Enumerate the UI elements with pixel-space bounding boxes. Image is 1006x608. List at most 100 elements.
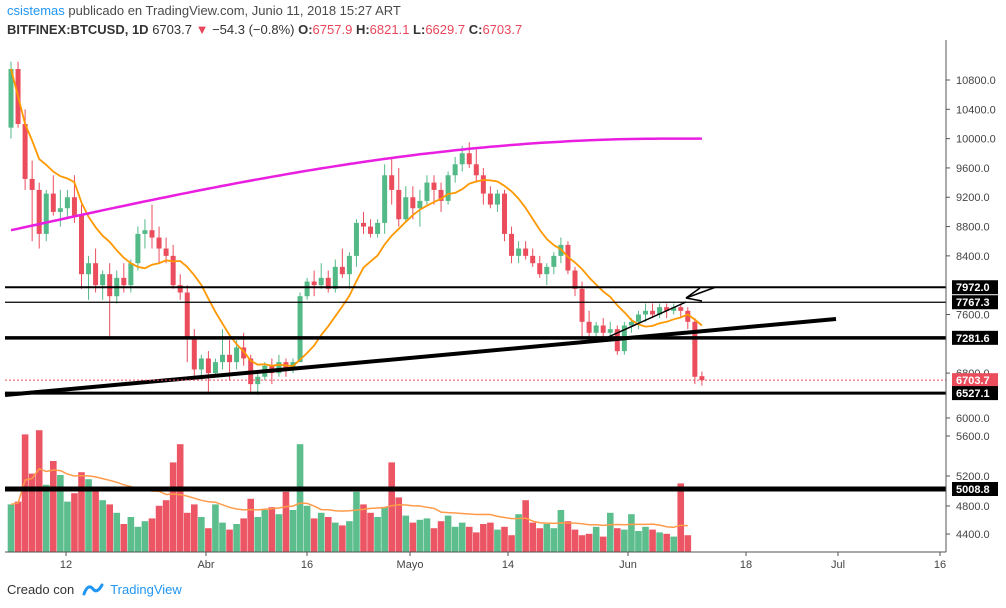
candle-body (572, 270, 578, 289)
candle-body (586, 321, 592, 333)
author-link[interactable]: csistemas (7, 3, 65, 18)
arrow-shaft (685, 286, 717, 299)
volume-bar (42, 484, 50, 552)
candle-body (22, 123, 28, 179)
candle (297, 292, 303, 363)
volume-bar (134, 526, 142, 552)
candle-body (361, 222, 366, 227)
candle (318, 263, 324, 289)
candle-body (163, 248, 169, 256)
close-value: 6703.7 (482, 22, 523, 37)
time-tick-label: 16 (301, 559, 313, 571)
volume-bar (303, 505, 311, 552)
candle (135, 226, 141, 271)
candle-body (650, 310, 656, 315)
candle-body (368, 226, 374, 234)
candle (537, 255, 543, 278)
candle-body (389, 175, 395, 190)
volume-bar (7, 504, 15, 552)
volume-bar (113, 512, 121, 552)
long-trendline (4, 317, 837, 397)
candle-body (304, 281, 310, 297)
volume-bar (14, 501, 22, 552)
candle-body (410, 197, 416, 209)
candle (523, 241, 529, 260)
level-label-text: 7281.6 (956, 333, 990, 345)
candle (396, 167, 402, 227)
candle-body (692, 321, 698, 377)
open-value: 6757.9 (312, 22, 353, 37)
candle-body (205, 358, 211, 374)
candle (466, 142, 472, 168)
volume-bar (240, 518, 247, 552)
candle-body (466, 153, 472, 165)
candle (79, 204, 84, 289)
candle-body (445, 175, 451, 201)
candle-body (135, 233, 141, 264)
price-tick-label: 4800.0 (956, 501, 990, 513)
candle-body (635, 314, 641, 322)
volume-bar (508, 535, 515, 552)
candle-body (297, 296, 303, 363)
price-tick-label: 8400.0 (956, 251, 990, 263)
candle (29, 160, 35, 242)
volume-bar (141, 521, 149, 552)
price-tick-label: 5200.0 (956, 471, 990, 483)
volume-bar (402, 515, 410, 552)
time-tick-label: Jul (831, 559, 845, 571)
candle (205, 351, 211, 392)
candle (607, 321, 613, 337)
volume-bar (254, 517, 262, 552)
volume-bar (212, 504, 219, 552)
candle (678, 303, 684, 319)
volume-bar (64, 501, 71, 552)
candle (50, 175, 56, 216)
volume-bar (536, 528, 544, 552)
price-tick-label: 8800.0 (956, 222, 990, 234)
volume-bar (289, 510, 297, 552)
level-label-bg (952, 373, 998, 388)
volume-bar (480, 524, 487, 552)
candle (494, 189, 500, 212)
level-label: 7281.6 (952, 330, 998, 345)
level-label-bg (952, 280, 998, 295)
candle (480, 167, 486, 205)
volume-bar (614, 528, 621, 552)
candle-body (516, 248, 522, 256)
volume-bar (226, 529, 233, 552)
candle-body (184, 292, 190, 337)
volume-bar (169, 462, 177, 552)
candle-body (459, 153, 465, 165)
level-label: 5008.8 (952, 482, 998, 496)
volume-bar (473, 532, 480, 552)
candle-body (657, 307, 663, 315)
candle (424, 175, 430, 205)
candle-body (325, 277, 331, 289)
candle (184, 285, 190, 363)
candle (635, 310, 641, 330)
candle-body (50, 193, 56, 212)
candle-body (480, 175, 486, 194)
volume-bar (494, 529, 501, 552)
price-chart[interactable]: 10800.0 10400.0 10000.0 9600.0 9200.0 8800.0 8… (0, 40, 1006, 575)
candle-body (339, 266, 345, 275)
candle-body (487, 193, 493, 205)
candle (431, 175, 437, 205)
candle (100, 270, 106, 300)
volume-bar (381, 507, 388, 552)
candle (368, 219, 374, 238)
candle-body (121, 277, 127, 286)
candle (361, 211, 366, 234)
footer: Creado con TradingView (7, 581, 182, 597)
price-tick-label: 7600.0 (956, 309, 990, 321)
candle (142, 219, 148, 249)
volume-bar (635, 531, 642, 552)
candle (346, 252, 352, 289)
price-tick-label: 4400.0 (956, 529, 990, 541)
tradingview-brand-link[interactable]: TradingView (110, 581, 182, 597)
candle (375, 219, 381, 238)
level-label-bg (952, 330, 998, 345)
level-label-text: 7972.0 (956, 282, 990, 294)
candle (692, 318, 698, 385)
candle (339, 248, 345, 278)
